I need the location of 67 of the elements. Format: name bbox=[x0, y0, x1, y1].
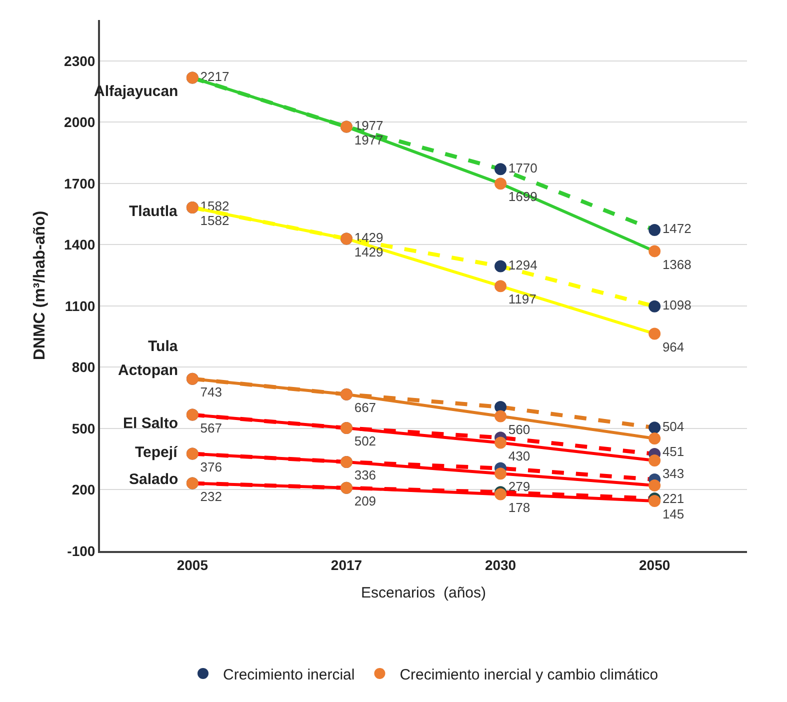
point bbox=[648, 245, 661, 258]
data-label: 502 bbox=[354, 434, 376, 449]
data-label: 1294 bbox=[508, 258, 538, 273]
x-axis-title: Escenarios (años) bbox=[360, 584, 486, 602]
data-label: 1429 bbox=[354, 230, 384, 245]
y-tick-label: 200 bbox=[72, 482, 96, 498]
annotation: Actopan bbox=[118, 362, 178, 379]
point bbox=[494, 280, 507, 292]
data-label: 1429 bbox=[354, 244, 384, 260]
annotation: Tula bbox=[148, 338, 178, 355]
data-label: 343 bbox=[662, 466, 684, 482]
point bbox=[648, 432, 661, 444]
data-label: 1368 bbox=[662, 256, 692, 272]
data-label: 145 bbox=[662, 506, 684, 522]
point bbox=[494, 178, 507, 190]
point bbox=[494, 436, 507, 449]
y-tick-label: 800 bbox=[72, 359, 96, 376]
y-tick-label: 1400 bbox=[64, 236, 96, 253]
data-label: 451 bbox=[662, 444, 684, 460]
y-tick-label: 1700 bbox=[64, 175, 96, 192]
point bbox=[648, 300, 661, 312]
x-tick-label: 2017 bbox=[330, 556, 362, 573]
data-label: 964 bbox=[662, 339, 684, 354]
point bbox=[648, 328, 661, 340]
data-label: 279 bbox=[508, 479, 530, 494]
data-label: 221 bbox=[662, 491, 684, 506]
data-label: 1472 bbox=[662, 221, 692, 236]
point bbox=[648, 224, 661, 236]
data-label: 504 bbox=[662, 418, 684, 434]
legend-label: Crecimiento inercial y cambio climático bbox=[400, 666, 658, 684]
y-tick-label: 1100 bbox=[64, 298, 96, 314]
data-label: 567 bbox=[200, 420, 222, 436]
point bbox=[648, 454, 661, 467]
x-tick-label: 2050 bbox=[638, 556, 670, 573]
data-label: 743 bbox=[200, 384, 222, 400]
x-tick-label: 2005 bbox=[176, 556, 208, 573]
annotation: Tepejí bbox=[135, 444, 178, 461]
y-tick-label: -100 bbox=[67, 542, 96, 559]
y-tick-label: 2300 bbox=[64, 52, 96, 69]
data-label: 336 bbox=[354, 468, 376, 483]
data-label: 430 bbox=[508, 448, 530, 464]
point bbox=[494, 410, 507, 422]
point bbox=[648, 479, 661, 492]
y-tick-label: 500 bbox=[72, 420, 96, 436]
data-label: 178 bbox=[508, 500, 530, 515]
data-label: 560 bbox=[508, 422, 530, 437]
y-tick-label: 2000 bbox=[64, 114, 96, 130]
annotation: El Salto bbox=[123, 415, 178, 432]
data-label: 667 bbox=[354, 400, 376, 415]
data-label: 209 bbox=[354, 494, 376, 509]
x-tick-label: 2030 bbox=[484, 556, 516, 573]
y-axis-title: DNMC (m³/hab-año) bbox=[31, 210, 48, 360]
data-label: 1582 bbox=[200, 213, 230, 228]
data-label: 1098 bbox=[662, 298, 692, 313]
data-label: 1197 bbox=[508, 292, 536, 307]
data-label: 1977 bbox=[354, 132, 384, 148]
data-label: 1770 bbox=[508, 160, 538, 176]
point bbox=[494, 163, 507, 176]
data-label: 1977 bbox=[354, 118, 384, 134]
data-label: 376 bbox=[200, 459, 222, 474]
annotation: Tlautla bbox=[129, 203, 178, 220]
data-label: 232 bbox=[200, 488, 222, 504]
point bbox=[648, 422, 661, 434]
annotation: Salado bbox=[129, 471, 178, 488]
point bbox=[494, 260, 507, 272]
legend-label: Crecimiento inercial bbox=[223, 666, 355, 684]
point bbox=[494, 468, 507, 480]
